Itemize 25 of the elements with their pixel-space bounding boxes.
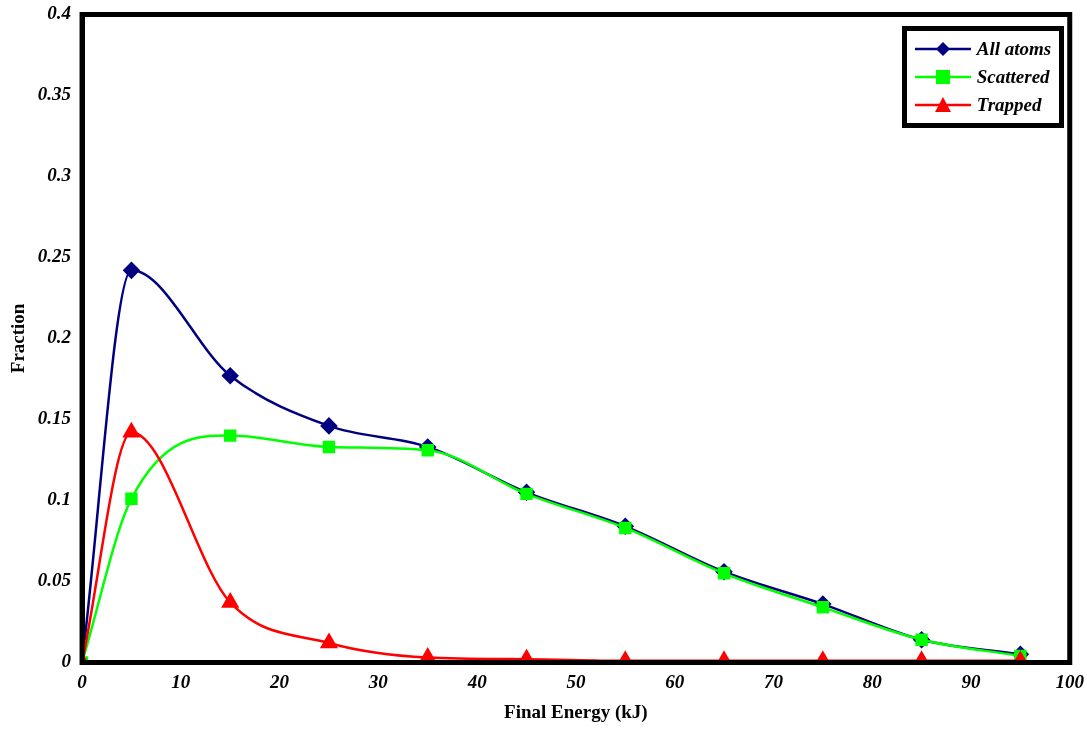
x-tick-label: 10: [171, 670, 191, 692]
y-tick-label: 0.2: [47, 326, 72, 348]
y-tick-label: 0.4: [47, 2, 72, 24]
x-tick-label: 0: [77, 670, 88, 692]
x-tick-label: 100: [1055, 670, 1085, 692]
x-tick-label: 60: [665, 670, 685, 692]
x-axis-title: Final Energy (kJ): [504, 700, 648, 723]
y-tick-label: 0.15: [37, 407, 72, 429]
y-tick-label: 0.35: [37, 83, 72, 105]
x-tick-label: 70: [763, 670, 784, 692]
y-tick-label: 0.05: [37, 569, 72, 591]
x-tick-label: 50: [566, 670, 586, 692]
legend-label: Trapped: [976, 94, 1042, 117]
y-tick-label: 0.3: [47, 164, 72, 186]
y-tick-label: 0.1: [47, 488, 72, 510]
x-tick-label: 20: [269, 670, 290, 692]
x-tick-label: 80: [862, 670, 883, 692]
legend-label: All atoms: [976, 38, 1052, 61]
x-tick-label: 30: [367, 670, 389, 692]
x-tick-label: 40: [466, 670, 488, 692]
y-axis-title: Fraction: [7, 303, 29, 374]
y-tick-label: 0.25: [37, 245, 72, 267]
x-tick-label: 90: [961, 670, 981, 692]
y-tick-label: 0: [61, 650, 72, 672]
legend-label: Scattered: [976, 66, 1050, 89]
